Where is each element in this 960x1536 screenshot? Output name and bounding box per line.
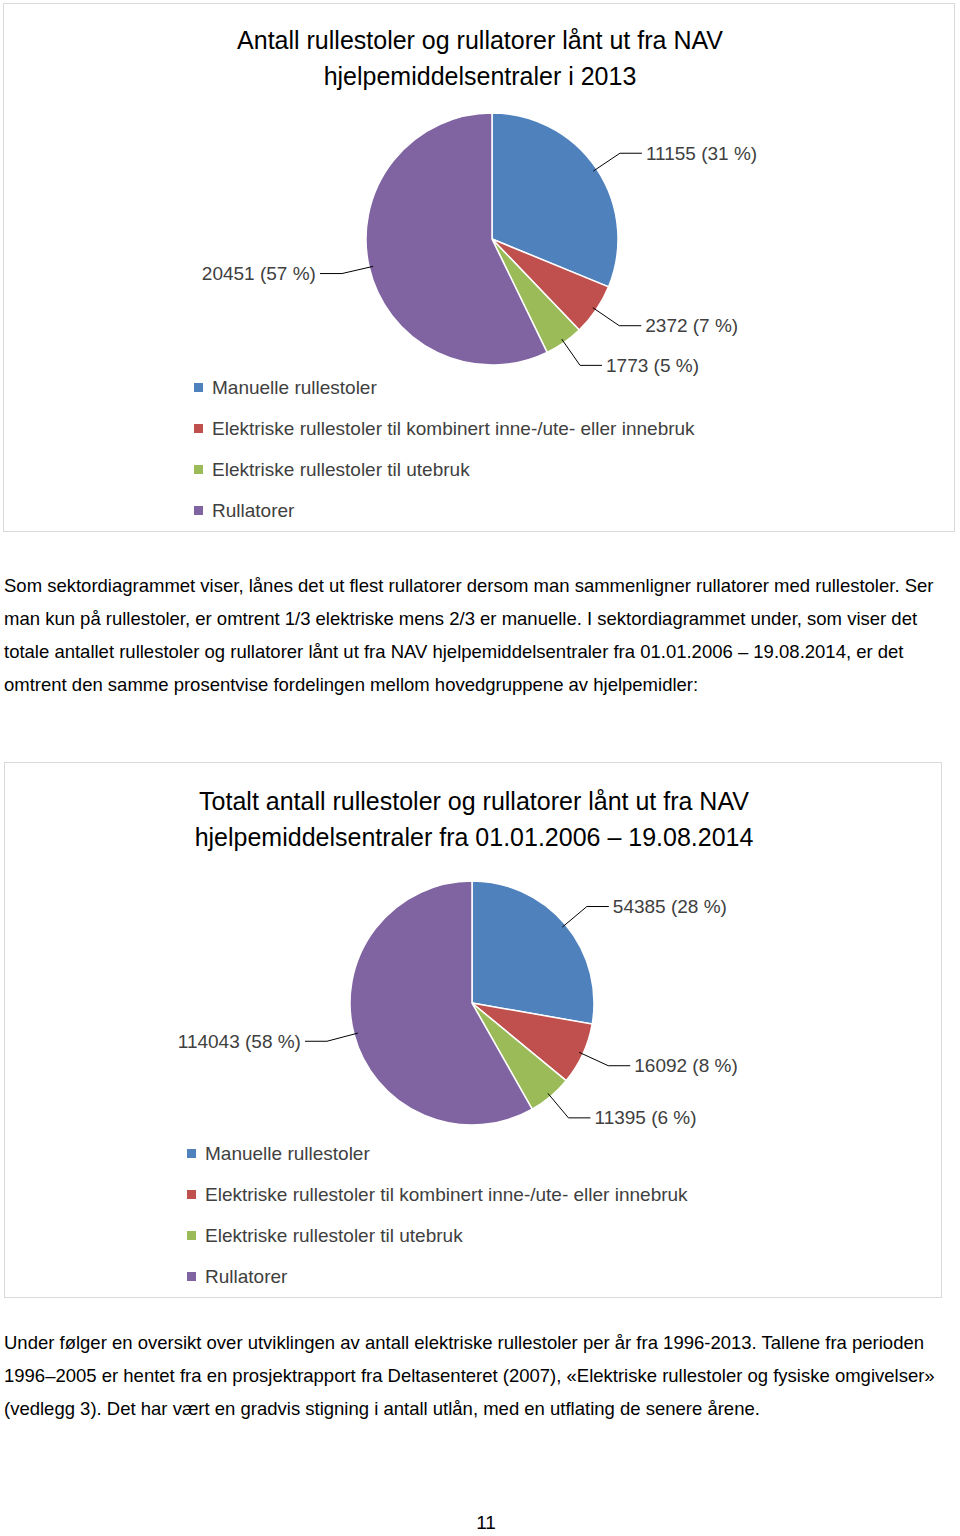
- html-text:Totalt antall rullestoler og r: Totalt antall rullestoler og rullatorer …: [194, 787, 754, 851]
- html-text:Manuelle rullestoler: Manuelle rullestoler: [205, 1142, 370, 1164]
- svg-text:54385 (28 %): 54385 (28 %): [613, 896, 727, 917]
- svg-text:2372 (7 %): 2372 (7 %): [645, 315, 738, 336]
- html-text:Som sektordiagrammet viser, lå: Som sektordiagrammet viser, lånes det ut…: [4, 575, 934, 695]
- html-text:Elektriske rullestoler til ute: Elektriske rullestoler til utebruk: [212, 458, 470, 480]
- html-text:Under følger en oversikt over: Under følger en oversikt over utviklinge…: [4, 1332, 935, 1419]
- html-text:Manuelle rullestoler: Manuelle rullestoler: [212, 376, 377, 398]
- svg-text:16092 (8 %): 16092 (8 %): [634, 1055, 738, 1076]
- svg-text:11155 (31 %): 11155 (31 %): [646, 143, 757, 164]
- svg-text:20451 (57 %): 20451 (57 %): [202, 263, 316, 284]
- svg-text:1773 (5 %): 1773 (5 %): [606, 355, 699, 376]
- html-text:Elektriske rullestoler til ute: Elektriske rullestoler til utebruk: [205, 1224, 463, 1246]
- html-text:Elektriske rullestoler til kom: Elektriske rullestoler til kombinert inn…: [212, 417, 695, 439]
- svg-text:114043 (58 %): 114043 (58 %): [178, 1031, 301, 1052]
- html-text:Elektriske rullestoler til kom: Elektriske rullestoler til kombinert inn…: [205, 1183, 688, 1205]
- html-text:Antall rullestoler og rullator: Antall rullestoler og rullatorer lånt ut…: [237, 26, 723, 90]
- svg-text:11395 (6 %): 11395 (6 %): [594, 1107, 696, 1128]
- html-text:11: 11: [476, 1512, 496, 1533]
- html-text:Rullatorer: Rullatorer: [205, 1265, 288, 1287]
- html-text:Rullatorer: Rullatorer: [212, 499, 295, 521]
